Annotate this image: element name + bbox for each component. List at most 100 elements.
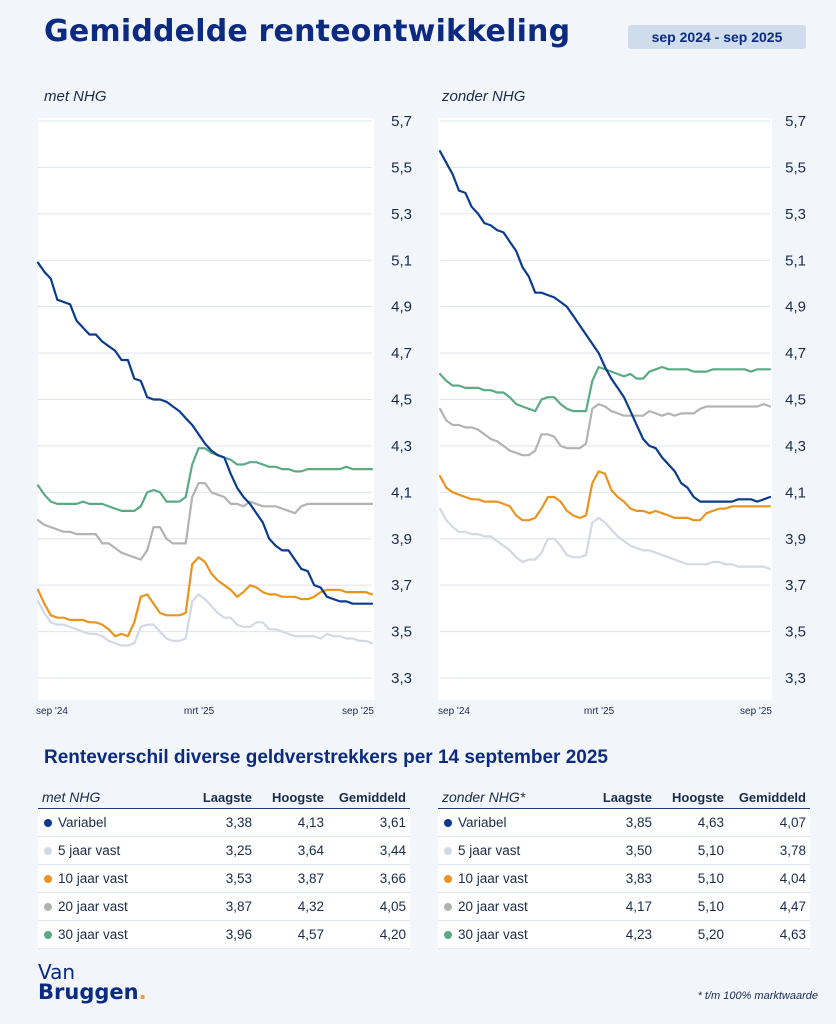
legend-dot <box>444 931 452 939</box>
table-row: 20 jaar vast 3,87 4,32 4,05 <box>38 893 410 921</box>
y-tick-label: 3,7 <box>391 577 412 594</box>
rate-table-met-nhg: met NHG Laagste Hoogste Gemiddeld Variabel 3,… <box>38 786 410 949</box>
legend-dot <box>444 875 452 883</box>
cell-value: 5,10 <box>697 871 724 886</box>
x-tick-label: sep '24 <box>36 706 68 717</box>
cell-value: 4,13 <box>297 815 324 830</box>
row-label: 10 jaar vast <box>458 871 528 886</box>
y-tick-label: 3,5 <box>391 624 412 641</box>
legend-dot <box>44 875 52 883</box>
y-tick-label: 4,1 <box>391 484 412 501</box>
y-tick-label: 3,5 <box>785 624 806 641</box>
chart-title-zonder-nhg: zonder NHG <box>442 88 526 105</box>
cell-value: 5,20 <box>697 927 724 942</box>
row-label: 5 jaar vast <box>458 843 521 858</box>
y-tick-label: 3,3 <box>391 670 412 687</box>
y-tick-label: 4,9 <box>785 299 806 316</box>
table-name: zonder NHG* <box>442 789 526 805</box>
y-tick-label: 5,3 <box>391 206 412 223</box>
row-label: 30 jaar vast <box>458 927 528 942</box>
cell-value: 3,61 <box>379 815 406 830</box>
table-row: 10 jaar vast 3,53 3,87 3,66 <box>38 865 410 893</box>
legend-dot <box>444 819 452 827</box>
table-header: zonder NHG* Laagste Hoogste Gemiddeld <box>438 786 810 809</box>
rate-table-zonder-nhg: zonder NHG* Laagste Hoogste Gemiddeld Variab… <box>438 786 810 949</box>
legend-dot <box>444 903 452 911</box>
legend-dot <box>44 847 52 855</box>
table-header: met NHG Laagste Hoogste Gemiddeld <box>38 786 410 809</box>
legend-dot <box>44 903 52 911</box>
y-tick-label: 4,9 <box>391 299 412 316</box>
x-tick-label: mrt '25 <box>584 706 615 717</box>
cell-value: 4,04 <box>779 871 806 886</box>
vanbruggen-logo: Van Bruggen. <box>38 960 147 1004</box>
table-section-title: Renteverschil diverse geldverstrekkers p… <box>44 747 608 768</box>
page-title: Gemiddelde renteontwikkeling <box>44 14 571 49</box>
cell-value: 3,44 <box>379 843 406 858</box>
x-tick-label: sep '25 <box>740 706 772 717</box>
y-tick-label: 5,5 <box>785 159 806 176</box>
table-row: 5 jaar vast 3,25 3,64 3,44 <box>38 837 410 865</box>
x-tick-label: sep '25 <box>342 706 374 717</box>
cell-value: 3,25 <box>225 843 252 858</box>
chart-panel-zonder-nhg <box>438 118 772 700</box>
x-tick-label: sep '24 <box>438 706 470 717</box>
y-tick-label: 4,1 <box>785 484 806 501</box>
cell-value: 4,23 <box>625 927 652 942</box>
charts-svg: 5,7 5,5 5,3 5,1 4,9 4,7 4,5 4,3 4,1 3,9 3,7 3,5 3,3 s… <box>36 113 806 717</box>
series-line-10-jaar <box>36 556 374 638</box>
row-label: 30 jaar vast <box>58 927 128 942</box>
logo-dot: . <box>138 980 147 1004</box>
chart-title-met-nhg: met NHG <box>44 88 107 105</box>
chart-panel-met-nhg <box>38 118 374 700</box>
column-header: Laagste <box>602 790 652 805</box>
cell-value: 4,57 <box>297 927 324 942</box>
series-line-variabel <box>438 150 772 503</box>
row-label: 10 jaar vast <box>58 871 128 886</box>
cell-value: 3,50 <box>625 843 652 858</box>
table-row: 30 jaar vast 4,23 5,20 4,63 <box>438 921 810 949</box>
y-tick-label: 4,7 <box>391 345 412 362</box>
table-row: Variabel 3,85 4,63 4,07 <box>438 809 810 837</box>
row-label: 5 jaar vast <box>58 843 121 858</box>
row-label: Variabel <box>458 815 507 830</box>
cell-value: 4,63 <box>697 815 724 830</box>
cell-value: 3,83 <box>625 871 652 886</box>
table-row: Variabel 3,38 4,13 3,61 <box>38 809 410 837</box>
y-tick-label: 3,7 <box>785 577 806 594</box>
cell-value: 3,64 <box>297 843 324 858</box>
series-line-20-jaar <box>36 482 374 561</box>
cell-value: 3,66 <box>379 871 406 886</box>
cell-value: 4,07 <box>779 815 806 830</box>
cell-value: 3,96 <box>225 927 252 942</box>
table-name: met NHG <box>42 789 101 805</box>
cell-value: 3,87 <box>297 871 324 886</box>
y-tick-label: 5,7 <box>785 113 806 130</box>
table-row: 30 jaar vast 3,96 4,57 4,20 <box>38 921 410 949</box>
cell-value: 3,78 <box>779 843 806 858</box>
series-line-30-jaar <box>438 365 772 413</box>
y-tick-label: 4,5 <box>391 392 412 409</box>
cell-value: 3,85 <box>625 815 652 830</box>
series-line-5-jaar <box>438 507 772 571</box>
y-tick-label: 4,7 <box>785 345 806 362</box>
y-tick-label: 4,5 <box>785 392 806 409</box>
cell-value: 4,20 <box>379 927 406 942</box>
logo-line2: Bruggen <box>38 980 139 1004</box>
cell-value: 3,53 <box>225 871 252 886</box>
y-tick-label: 5,1 <box>785 252 806 269</box>
column-header: Hoogste <box>672 790 724 805</box>
cell-value: 4,05 <box>379 899 406 914</box>
y-tick-label: 5,1 <box>391 252 412 269</box>
cell-value: 4,47 <box>779 899 806 914</box>
row-label: 20 jaar vast <box>458 899 528 914</box>
y-tick-label: 3,9 <box>785 531 806 548</box>
y-tick-label: 4,3 <box>785 438 806 455</box>
series-line-5-jaar <box>36 593 374 647</box>
y-tick-label: 4,3 <box>391 438 412 455</box>
column-header: Gemiddeld <box>738 790 806 805</box>
logo-line1: Van <box>38 960 76 984</box>
cell-value: 4,32 <box>297 899 324 914</box>
legend-dot <box>44 931 52 939</box>
period-badge: sep 2024 - sep 2025 <box>628 25 806 49</box>
